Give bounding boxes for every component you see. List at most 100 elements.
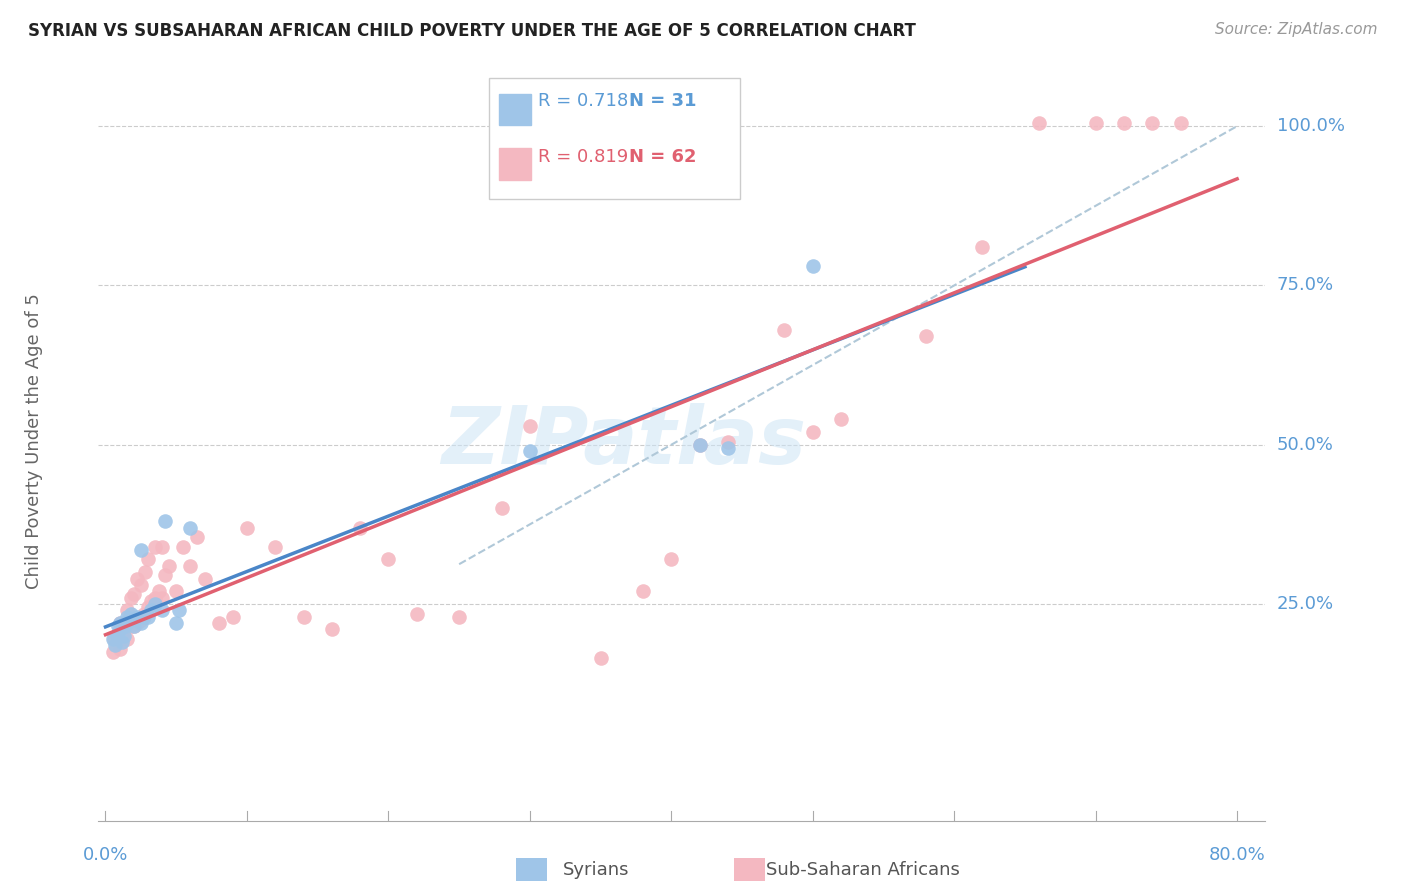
Point (125, 616, 148, 631)
Point (120, 591, 142, 605)
Point (117, 613, 139, 627)
Text: 100.0%: 100.0% (1277, 117, 1344, 136)
Point (659, 552, 682, 566)
Point (236, 520, 259, 534)
Point (589, 651, 612, 665)
Point (104, 639, 127, 653)
Point (148, 584, 170, 599)
Point (631, 584, 654, 599)
Text: Source: ZipAtlas.com: Source: ZipAtlas.com (1215, 22, 1378, 37)
Text: N = 62: N = 62 (630, 148, 697, 166)
Point (717, 434, 740, 449)
Point (136, 609, 159, 624)
Point (122, 619, 145, 633)
Point (122, 587, 145, 601)
Point (264, 540, 287, 554)
Point (115, 616, 138, 631)
Text: ZIPatlas: ZIPatlas (441, 402, 806, 481)
Point (519, 418, 541, 433)
Point (830, 412, 852, 426)
Point (1170, 116, 1192, 130)
Point (321, 623, 343, 637)
Text: Syrians: Syrians (562, 861, 628, 879)
Point (105, 629, 128, 643)
Point (1028, 116, 1050, 130)
Point (108, 616, 131, 631)
Point (1142, 116, 1164, 130)
Point (132, 607, 155, 621)
Point (491, 501, 513, 516)
Point (136, 552, 159, 566)
Point (122, 613, 145, 627)
Text: Sub-Saharan Africans: Sub-Saharan Africans (766, 861, 960, 879)
Point (292, 609, 315, 624)
Point (519, 444, 541, 458)
Text: 75.0%: 75.0% (1277, 277, 1334, 294)
Point (107, 619, 129, 633)
Text: 50.0%: 50.0% (1277, 435, 1333, 454)
Point (108, 641, 131, 656)
Point (773, 323, 796, 337)
Point (150, 540, 173, 554)
Point (689, 438, 711, 452)
Point (112, 629, 135, 643)
Point (139, 594, 162, 608)
FancyBboxPatch shape (489, 78, 741, 199)
Point (134, 565, 156, 579)
Point (122, 619, 145, 633)
Point (129, 578, 152, 592)
Point (222, 609, 245, 624)
Point (186, 530, 208, 544)
Point (165, 584, 187, 599)
Point (208, 616, 231, 631)
Point (125, 609, 148, 624)
Point (377, 552, 399, 566)
Text: 80.0%: 80.0% (1209, 846, 1265, 863)
Point (143, 540, 166, 554)
Text: 0.0%: 0.0% (83, 846, 128, 863)
Point (449, 609, 471, 624)
Text: R = 0.718: R = 0.718 (538, 92, 628, 110)
Point (153, 514, 176, 528)
Point (717, 441, 740, 455)
Point (179, 558, 201, 573)
Text: 25.0%: 25.0% (1277, 595, 1334, 613)
Point (129, 616, 152, 631)
Point (179, 520, 201, 534)
Point (1084, 116, 1107, 130)
Point (132, 609, 155, 624)
Point (150, 603, 173, 617)
Point (915, 329, 938, 343)
Point (120, 619, 142, 633)
Point (108, 623, 131, 637)
Point (120, 607, 142, 621)
Point (157, 558, 180, 573)
Bar (499, 148, 531, 180)
Point (105, 629, 128, 643)
Point (111, 629, 134, 643)
Point (136, 600, 159, 615)
Point (111, 635, 134, 649)
Point (167, 603, 190, 617)
Text: SYRIAN VS SUBSAHARAN AFRICAN CHILD POVERTY UNDER THE AGE OF 5 CORRELATION CHART: SYRIAN VS SUBSAHARAN AFRICAN CHILD POVER… (28, 22, 915, 40)
Point (115, 603, 138, 617)
Point (103, 632, 125, 646)
Point (129, 613, 152, 627)
Point (143, 591, 166, 605)
Point (117, 613, 139, 627)
Point (801, 425, 824, 439)
Point (115, 609, 138, 624)
Point (143, 597, 166, 611)
Point (114, 619, 136, 633)
Point (101, 632, 124, 646)
Point (112, 619, 135, 633)
Point (349, 520, 371, 534)
Point (689, 438, 711, 452)
Point (153, 568, 176, 582)
Point (801, 260, 824, 274)
Point (972, 240, 994, 254)
Text: Child Poverty Under the Age of 5: Child Poverty Under the Age of 5 (25, 293, 44, 590)
Point (405, 607, 427, 621)
Point (193, 572, 215, 586)
Point (139, 603, 162, 617)
